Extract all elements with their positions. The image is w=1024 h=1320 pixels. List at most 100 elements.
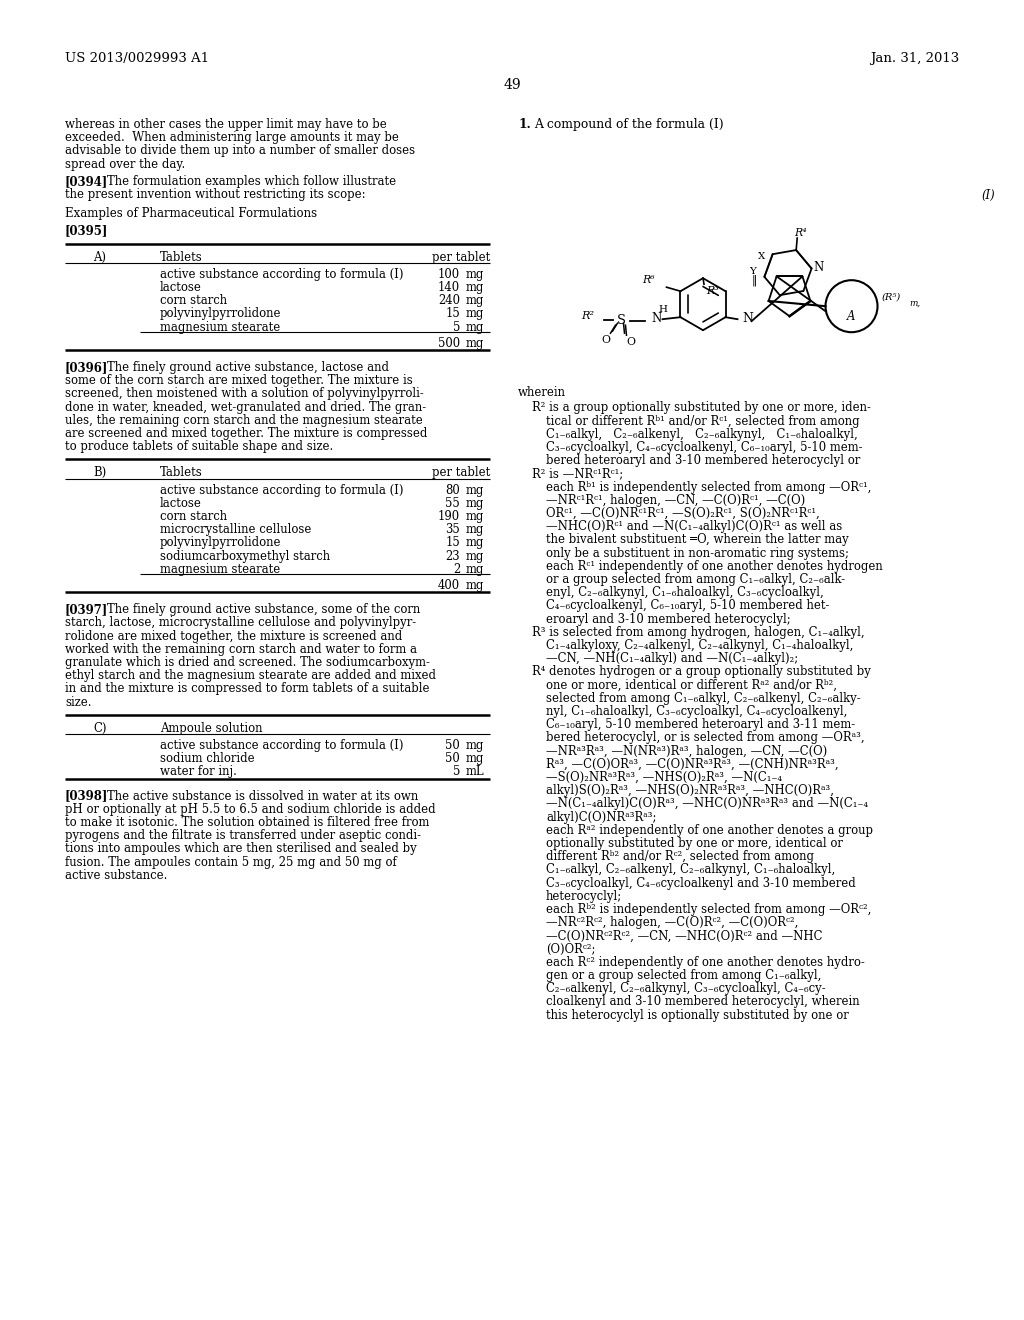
Text: exceeded.  When administering large amounts it may be: exceeded. When administering large amoun… — [65, 131, 399, 144]
Text: done in water, kneaded, wet-granulated and dried. The gran-: done in water, kneaded, wet-granulated a… — [65, 400, 426, 413]
Text: —N(C₁₋₄alkyl)C(O)Rᵃ³, —NHC(O)NRᵃ³Rᵃ³ and —N(C₁₋₄: —N(C₁₋₄alkyl)C(O)Rᵃ³, —NHC(O)NRᵃ³Rᵃ³ and… — [546, 797, 868, 810]
Text: R⁴ denotes hydrogen or a group optionally substituted by: R⁴ denotes hydrogen or a group optionall… — [532, 665, 870, 678]
Text: 55: 55 — [445, 496, 460, 510]
Text: polyvinylpyrrolidone: polyvinylpyrrolidone — [160, 308, 282, 321]
Text: in and the mixture is compressed to form tablets of a suitable: in and the mixture is compressed to form… — [65, 682, 429, 696]
Text: 100: 100 — [438, 268, 460, 281]
Text: (O)ORᶜ²;: (O)ORᶜ²; — [546, 942, 595, 956]
Text: mg: mg — [466, 523, 484, 536]
Text: 240: 240 — [438, 294, 460, 308]
Text: O: O — [601, 335, 610, 346]
Text: S: S — [616, 314, 626, 327]
Text: 50: 50 — [445, 739, 460, 752]
Text: US 2013/0029993 A1: US 2013/0029993 A1 — [65, 51, 209, 65]
Text: 15: 15 — [445, 536, 460, 549]
Text: fusion. The ampoules contain 5 mg, 25 mg and 50 mg of: fusion. The ampoules contain 5 mg, 25 mg… — [65, 855, 396, 869]
Text: cloalkenyl and 3-10 membered heterocyclyl, wherein: cloalkenyl and 3-10 membered heterocycly… — [546, 995, 859, 1008]
Text: N: N — [651, 313, 662, 325]
Text: A compound of the formula (I): A compound of the formula (I) — [534, 117, 724, 131]
Text: C₄₋₆cycloalkenyl, C₆₋₁₀aryl, 5-10 membered het-: C₄₋₆cycloalkenyl, C₆₋₁₀aryl, 5-10 member… — [546, 599, 829, 612]
Text: 5: 5 — [453, 766, 460, 779]
Text: R³: R³ — [706, 286, 719, 296]
Text: The finely ground active substance, some of the corn: The finely ground active substance, some… — [106, 603, 420, 616]
Text: —CN, —NH(C₁₋₄alkyl) and —N(C₁₋₄alkyl)₂;: —CN, —NH(C₁₋₄alkyl) and —N(C₁₋₄alkyl)₂; — [546, 652, 798, 665]
Text: the bivalent substituent ═O, wherein the latter may: the bivalent substituent ═O, wherein the… — [546, 533, 849, 546]
Text: mg: mg — [466, 483, 484, 496]
Text: Examples of Pharmaceutical Formulations: Examples of Pharmaceutical Formulations — [65, 207, 317, 220]
Text: enyl, C₂₋₆alkynyl, C₁₋₆haloalkyl, C₃₋₆cycloalkyl,: enyl, C₂₋₆alkynyl, C₁₋₆haloalkyl, C₃₋₆cy… — [546, 586, 823, 599]
Text: whereas in other cases the upper limit may have to be: whereas in other cases the upper limit m… — [65, 117, 387, 131]
Text: 15: 15 — [445, 308, 460, 321]
Text: active substance according to formula (I): active substance according to formula (I… — [160, 483, 403, 496]
Text: mg: mg — [466, 510, 484, 523]
Text: 1.: 1. — [518, 117, 530, 131]
Text: each Rᵃ² independently of one another denotes a group: each Rᵃ² independently of one another de… — [546, 824, 873, 837]
Text: N: N — [814, 261, 824, 275]
Text: screened, then moistened with a solution of polyvinylpyrroli-: screened, then moistened with a solution… — [65, 387, 424, 400]
Text: spread over the day.: spread over the day. — [65, 157, 185, 170]
Text: mg: mg — [466, 752, 484, 766]
Text: X: X — [758, 252, 765, 261]
Text: —NRᶜ²Rᶜ², halogen, —C(O)Rᶜ², —C(O)ORᶜ²,: —NRᶜ²Rᶜ², halogen, —C(O)Rᶜ², —C(O)ORᶜ², — [546, 916, 799, 929]
Text: Jan. 31, 2013: Jan. 31, 2013 — [869, 51, 959, 65]
Text: [0394]: [0394] — [65, 174, 109, 187]
Text: ‖: ‖ — [752, 275, 757, 286]
Text: pH or optionally at pH 5.5 to 6.5 and sodium chloride is added: pH or optionally at pH 5.5 to 6.5 and so… — [65, 803, 435, 816]
Text: starch, lactose, microcrystalline cellulose and polyvinylpyr-: starch, lactose, microcrystalline cellul… — [65, 616, 416, 630]
Text: rolidone are mixed together, the mixture is screened and: rolidone are mixed together, the mixture… — [65, 630, 402, 643]
Text: Tablets: Tablets — [160, 251, 203, 264]
Text: mg: mg — [466, 579, 484, 591]
Text: —NRᶜ¹Rᶜ¹, halogen, —CN, —C(O)Rᶜ¹, —C(O): —NRᶜ¹Rᶜ¹, halogen, —CN, —C(O)Rᶜ¹, —C(O) — [546, 494, 805, 507]
Text: The finely ground active substance, lactose and: The finely ground active substance, lact… — [106, 360, 389, 374]
Text: R³ is selected from among hydrogen, halogen, C₁₋₄alkyl,: R³ is selected from among hydrogen, halo… — [532, 626, 864, 639]
Text: each Rᶜ² independently of one another denotes hydro-: each Rᶜ² independently of one another de… — [546, 956, 864, 969]
Text: A): A) — [93, 251, 106, 264]
Text: R² is a group optionally substituted by one or more, iden-: R² is a group optionally substituted by … — [532, 401, 870, 414]
Text: ethyl starch and the magnesium stearate are added and mixed: ethyl starch and the magnesium stearate … — [65, 669, 436, 682]
Text: per tablet: per tablet — [432, 251, 490, 264]
Text: H: H — [658, 305, 668, 314]
Text: ORᶜ¹, —C(O)NRᶜ¹Rᶜ¹, —S(O)₂Rᶜ¹, S(O)₂NRᶜ¹Rᶜ¹,: ORᶜ¹, —C(O)NRᶜ¹Rᶜ¹, —S(O)₂Rᶜ¹, S(O)₂NRᶜ¹… — [546, 507, 820, 520]
Text: active substance according to formula (I): active substance according to formula (I… — [160, 739, 403, 752]
Text: different Rᵇ² and/or Rᶜ², selected from among: different Rᵇ² and/or Rᶜ², selected from … — [546, 850, 814, 863]
Text: mg: mg — [466, 496, 484, 510]
Text: magnesium stearate: magnesium stearate — [160, 321, 281, 334]
Text: bered heterocyclyl, or is selected from among —ORᵃ³,: bered heterocyclyl, or is selected from … — [546, 731, 864, 744]
Text: wherein: wherein — [518, 387, 566, 399]
Text: corn starch: corn starch — [160, 510, 227, 523]
Text: worked with the remaining corn starch and water to form a: worked with the remaining corn starch an… — [65, 643, 417, 656]
Text: (I): (I) — [981, 189, 994, 202]
Text: only be a substituent in non-aromatic ring systems;: only be a substituent in non-aromatic ri… — [546, 546, 849, 560]
Text: The active substance is dissolved in water at its own: The active substance is dissolved in wat… — [106, 789, 418, 803]
Text: 80: 80 — [445, 483, 460, 496]
Text: tions into ampoules which are then sterilised and sealed by: tions into ampoules which are then steri… — [65, 842, 417, 855]
Text: each Rᵇ² is independently selected from among —ORᶜ²,: each Rᵇ² is independently selected from … — [546, 903, 871, 916]
Text: C₂₋₆alkenyl, C₂₋₆alkynyl, C₃₋₆cycloalkyl, C₄₋₆cy-: C₂₋₆alkenyl, C₂₋₆alkynyl, C₃₋₆cycloalkyl… — [546, 982, 825, 995]
Text: polyvinylpyrrolidone: polyvinylpyrrolidone — [160, 536, 282, 549]
Text: heterocyclyl;: heterocyclyl; — [546, 890, 623, 903]
Text: eroaryl and 3-10 membered heterocyclyl;: eroaryl and 3-10 membered heterocyclyl; — [546, 612, 791, 626]
Text: 50: 50 — [445, 752, 460, 766]
Text: to produce tablets of suitable shape and size.: to produce tablets of suitable shape and… — [65, 440, 333, 453]
Text: [0397]: [0397] — [65, 603, 109, 616]
Text: R² is —NRᶜ¹Rᶜ¹;: R² is —NRᶜ¹Rᶜ¹; — [532, 467, 624, 480]
Text: Y: Y — [750, 267, 756, 276]
Text: each Rᵇ¹ is independently selected from among —ORᶜ¹,: each Rᵇ¹ is independently selected from … — [546, 480, 871, 494]
Text: ules, the remaining corn starch and the magnesium stearate: ules, the remaining corn starch and the … — [65, 413, 423, 426]
Text: 23: 23 — [445, 549, 460, 562]
Text: selected from among C₁₋₆alkyl, C₂₋₆alkenyl, C₂₋₆alky-: selected from among C₁₋₆alkyl, C₂₋₆alken… — [546, 692, 860, 705]
Text: water for inj.: water for inj. — [160, 766, 237, 779]
Text: nyl, C₁₋₆haloalkyl, C₃₋₆cycloalkyl, C₄₋₆cycloalkenyl,: nyl, C₁₋₆haloalkyl, C₃₋₆cycloalkyl, C₄₋₆… — [546, 705, 848, 718]
Text: —NRᵃ³Rᵃ³, —N(NRᵃ³)Rᵃ³, halogen, —CN, —C(O): —NRᵃ³Rᵃ³, —N(NRᵃ³)Rᵃ³, halogen, —CN, —C(… — [546, 744, 827, 758]
Text: C₁₋₄alkyloxy, C₂₋₄alkenyl, C₂₋₄alkynyl, C₁₋₄haloalkyl,: C₁₋₄alkyloxy, C₂₋₄alkenyl, C₂₋₄alkynyl, … — [546, 639, 853, 652]
Text: alkyl)C(O)NRᵃ³Rᵃ³;: alkyl)C(O)NRᵃ³Rᵃ³; — [546, 810, 656, 824]
Text: 140: 140 — [438, 281, 460, 294]
Text: lactose: lactose — [160, 496, 202, 510]
Text: size.: size. — [65, 696, 91, 709]
Text: mg: mg — [466, 739, 484, 752]
Text: 190: 190 — [438, 510, 460, 523]
Text: —C(O)NRᶜ²Rᶜ², —CN, —NHC(O)Rᶜ² and —NHC: —C(O)NRᶜ²Rᶜ², —CN, —NHC(O)Rᶜ² and —NHC — [546, 929, 822, 942]
Text: optionally substituted by one or more, identical or: optionally substituted by one or more, i… — [546, 837, 843, 850]
Text: mg: mg — [466, 268, 484, 281]
Text: C₃₋₆cycloalkyl, C₄₋₆cycloalkenyl, C₆₋₁₀aryl, 5-10 mem-: C₃₋₆cycloalkyl, C₄₋₆cycloalkenyl, C₆₋₁₀a… — [546, 441, 862, 454]
